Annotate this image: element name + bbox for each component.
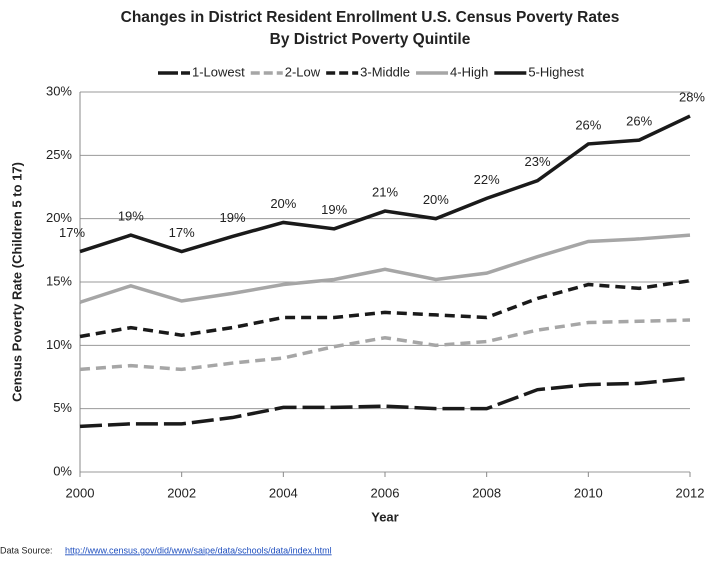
legend-label: 1-Lowest [192,64,245,79]
data-label: 17% [59,225,85,240]
y-tick-label: 30% [46,83,72,98]
legend-label: 3-Middle [360,64,410,79]
legend-label: 5-Highest [528,64,584,79]
data-label: 19% [118,209,144,224]
data-label: 23% [524,154,550,169]
x-tick-label: 2006 [371,485,400,500]
data-label: 26% [575,117,601,132]
y-tick-label: 20% [46,210,72,225]
x-tick-label: 2000 [66,485,95,500]
data-label: 20% [423,192,449,207]
y-tick-label: 10% [46,337,72,352]
data-label: 21% [372,185,398,200]
x-tick-label: 2002 [167,485,196,500]
data-label: 19% [219,210,245,225]
data-label: 26% [626,114,652,129]
series-line [79,279,691,339]
x-axis-label: Year [371,509,398,524]
x-tick-label: 2008 [472,485,501,500]
y-tick-label: 15% [46,273,72,288]
y-tick-label: 25% [46,147,72,162]
series-line [79,114,691,254]
series-line [79,376,691,429]
legend-label: 4-High [450,64,488,79]
chart-title: By District Poverty Quintile [270,31,471,48]
y-tick-label: 0% [53,463,72,478]
y-tick-label: 5% [53,400,72,415]
x-tick-label: 2004 [269,485,298,500]
chart-title: Changes in District Resident Enrollment … [121,9,620,26]
data-label: 19% [321,202,347,217]
data-label: 28% [679,90,705,105]
series-line [79,318,691,372]
y-axis-label: Census Poverty Rate (Children 5 to 17) [9,162,24,402]
data-label: 22% [474,172,500,187]
data-label: 20% [270,196,296,211]
source-link[interactable]: http://www.census.gov/did/www/saipe/data… [65,545,332,555]
data-label: 17% [169,225,195,240]
series-line [79,233,691,304]
x-tick-label: 2010 [574,485,603,500]
source-label: Data Source: [0,545,53,555]
legend-label: 2-Low [285,64,321,79]
x-tick-label: 2012 [676,485,705,500]
